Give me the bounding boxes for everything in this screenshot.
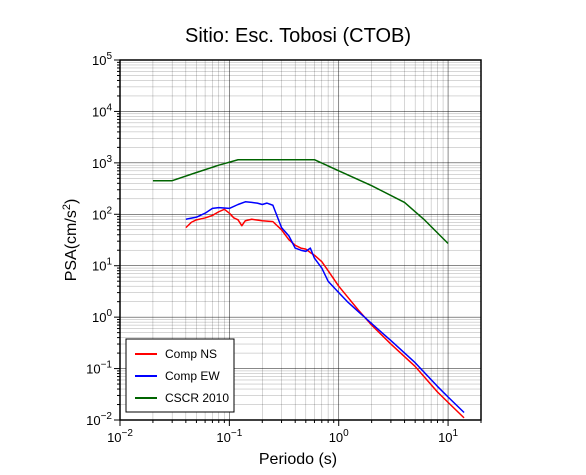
y-axis-label: PSA(cm/s2)	[61, 199, 80, 282]
plot-frame	[119, 59, 482, 421]
legend: Comp NS Comp EW CSCR 2010	[125, 338, 235, 413]
y-tick-label: 101	[92, 257, 112, 274]
legend-label-cscr-2010: CSCR 2010	[165, 391, 229, 405]
y-tick-label: 103	[92, 154, 112, 171]
x-tick-label: 10−2	[107, 428, 133, 445]
series-line-cscr-2010	[152, 158, 449, 245]
x-tick-label: 100	[329, 428, 349, 445]
y-axis-label-superscript: 2	[61, 204, 73, 210]
legend-label-comp-ns: Comp NS	[165, 347, 217, 361]
x-tick-label: 10−1	[216, 428, 242, 445]
y-tick-label: 10−1	[86, 360, 112, 377]
y-tick-label: 10−2	[86, 411, 112, 428]
y-axis-label-close: )	[63, 199, 80, 204]
axis-ticks	[114, 59, 482, 426]
x-axis-label: Periodo (s)	[259, 451, 337, 468]
legend-label-comp-ew: Comp EW	[165, 369, 220, 383]
tick-labels: 10−2 10−1 100 101 10−2 10−1 100 101 102 103 104 105	[86, 51, 458, 445]
y-tick-label: 104	[92, 102, 112, 119]
y-tick-label: 100	[92, 308, 112, 325]
y-tick-label: 102	[92, 205, 112, 222]
x-tick-label: 101	[438, 428, 458, 445]
y-axis-label-base: PSA(cm/s	[63, 210, 80, 281]
series-lines	[152, 158, 465, 419]
legend-items: Comp NS Comp EW CSCR 2010	[135, 347, 229, 405]
series-line-comp-ew	[185, 201, 465, 414]
y-tick-label: 105	[92, 51, 112, 68]
chart-title: Sitio: Esc. Tobosi (CTOB)	[185, 25, 411, 47]
